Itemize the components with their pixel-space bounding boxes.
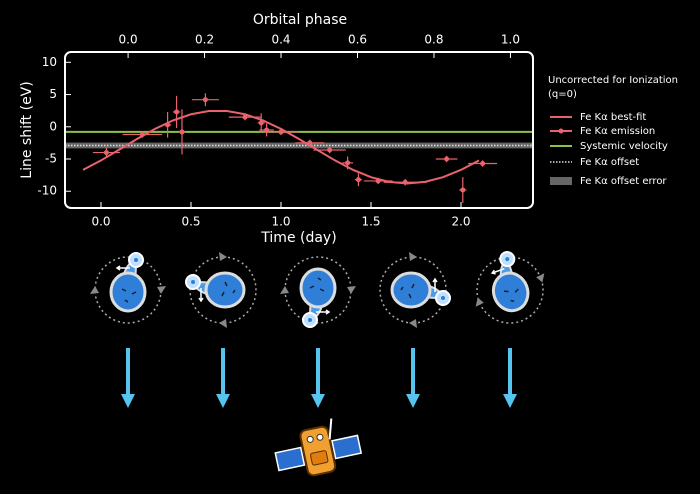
- emission-point: [345, 160, 351, 166]
- emission-point: [179, 129, 185, 135]
- emission-point: [258, 120, 264, 126]
- emission-point: [307, 140, 313, 146]
- satellite: [274, 418, 363, 477]
- y-tick-label: 10: [42, 55, 57, 69]
- arrow: [119, 346, 137, 410]
- legend-label: Fe Kα emission: [580, 126, 655, 137]
- binary-illustration: [378, 250, 452, 330]
- arrow: [214, 346, 232, 410]
- x2-tick-label: 0.6: [348, 33, 367, 47]
- legend-label: Systemic velocity: [580, 141, 668, 152]
- emission-point: [103, 150, 109, 156]
- emission-point: [242, 114, 248, 120]
- emission-point: [264, 127, 270, 133]
- y-tick-label: -10: [37, 184, 57, 198]
- binary-illustration: [460, 240, 559, 336]
- emission-point: [402, 179, 408, 185]
- legend-label: Fe Kα best-fit: [580, 112, 646, 123]
- x2-tick-label: 0.0: [119, 33, 138, 47]
- legend-title: (q=0): [548, 89, 577, 100]
- x2-tick-label: 1.0: [501, 33, 520, 47]
- binary-illustration: [88, 251, 168, 325]
- emission-point: [480, 161, 486, 167]
- x-axis-title: Time (day): [260, 230, 336, 246]
- binary-illustration: [278, 255, 358, 329]
- x-tick-label: 0.0: [91, 215, 110, 229]
- plot-frame: [64, 51, 534, 209]
- emission-point: [202, 97, 208, 103]
- x-tick-label: 1.5: [361, 215, 380, 229]
- x2-tick-label: 0.8: [424, 33, 443, 47]
- arrow: [309, 346, 327, 410]
- legend-label: Fe Kα offset: [580, 157, 639, 168]
- binary-illustration: [184, 250, 258, 330]
- x-tick-label: 1.0: [271, 215, 290, 229]
- legend-label: Fe Kα offset error: [580, 176, 667, 187]
- x2-axis-title: Orbital phase: [253, 12, 347, 28]
- emission-point: [355, 177, 361, 183]
- emission-point: [278, 129, 284, 135]
- emission-point: [327, 147, 333, 153]
- emission-point: [139, 132, 145, 138]
- arrow: [501, 346, 519, 410]
- legend-title: Uncorrected for Ionization: [548, 75, 678, 86]
- y-tick-label: 5: [49, 87, 57, 101]
- legend-swatch: [550, 177, 572, 185]
- x-tick-label: 0.5: [181, 215, 200, 229]
- x-tick-label: 2.0: [451, 215, 470, 229]
- legend-marker: [558, 128, 564, 134]
- emission-point: [174, 109, 180, 115]
- x2-tick-label: 0.2: [195, 33, 214, 47]
- emission-point: [165, 122, 171, 128]
- x2-tick-label: 0.4: [271, 33, 290, 47]
- y-tick-label: 0: [49, 119, 57, 133]
- y-tick-label: -5: [45, 152, 57, 166]
- emission-point: [375, 178, 381, 184]
- emission-point: [444, 156, 450, 162]
- emission-point: [460, 187, 466, 193]
- y-axis-title: Line shift (eV): [19, 81, 35, 178]
- arrow: [404, 346, 422, 410]
